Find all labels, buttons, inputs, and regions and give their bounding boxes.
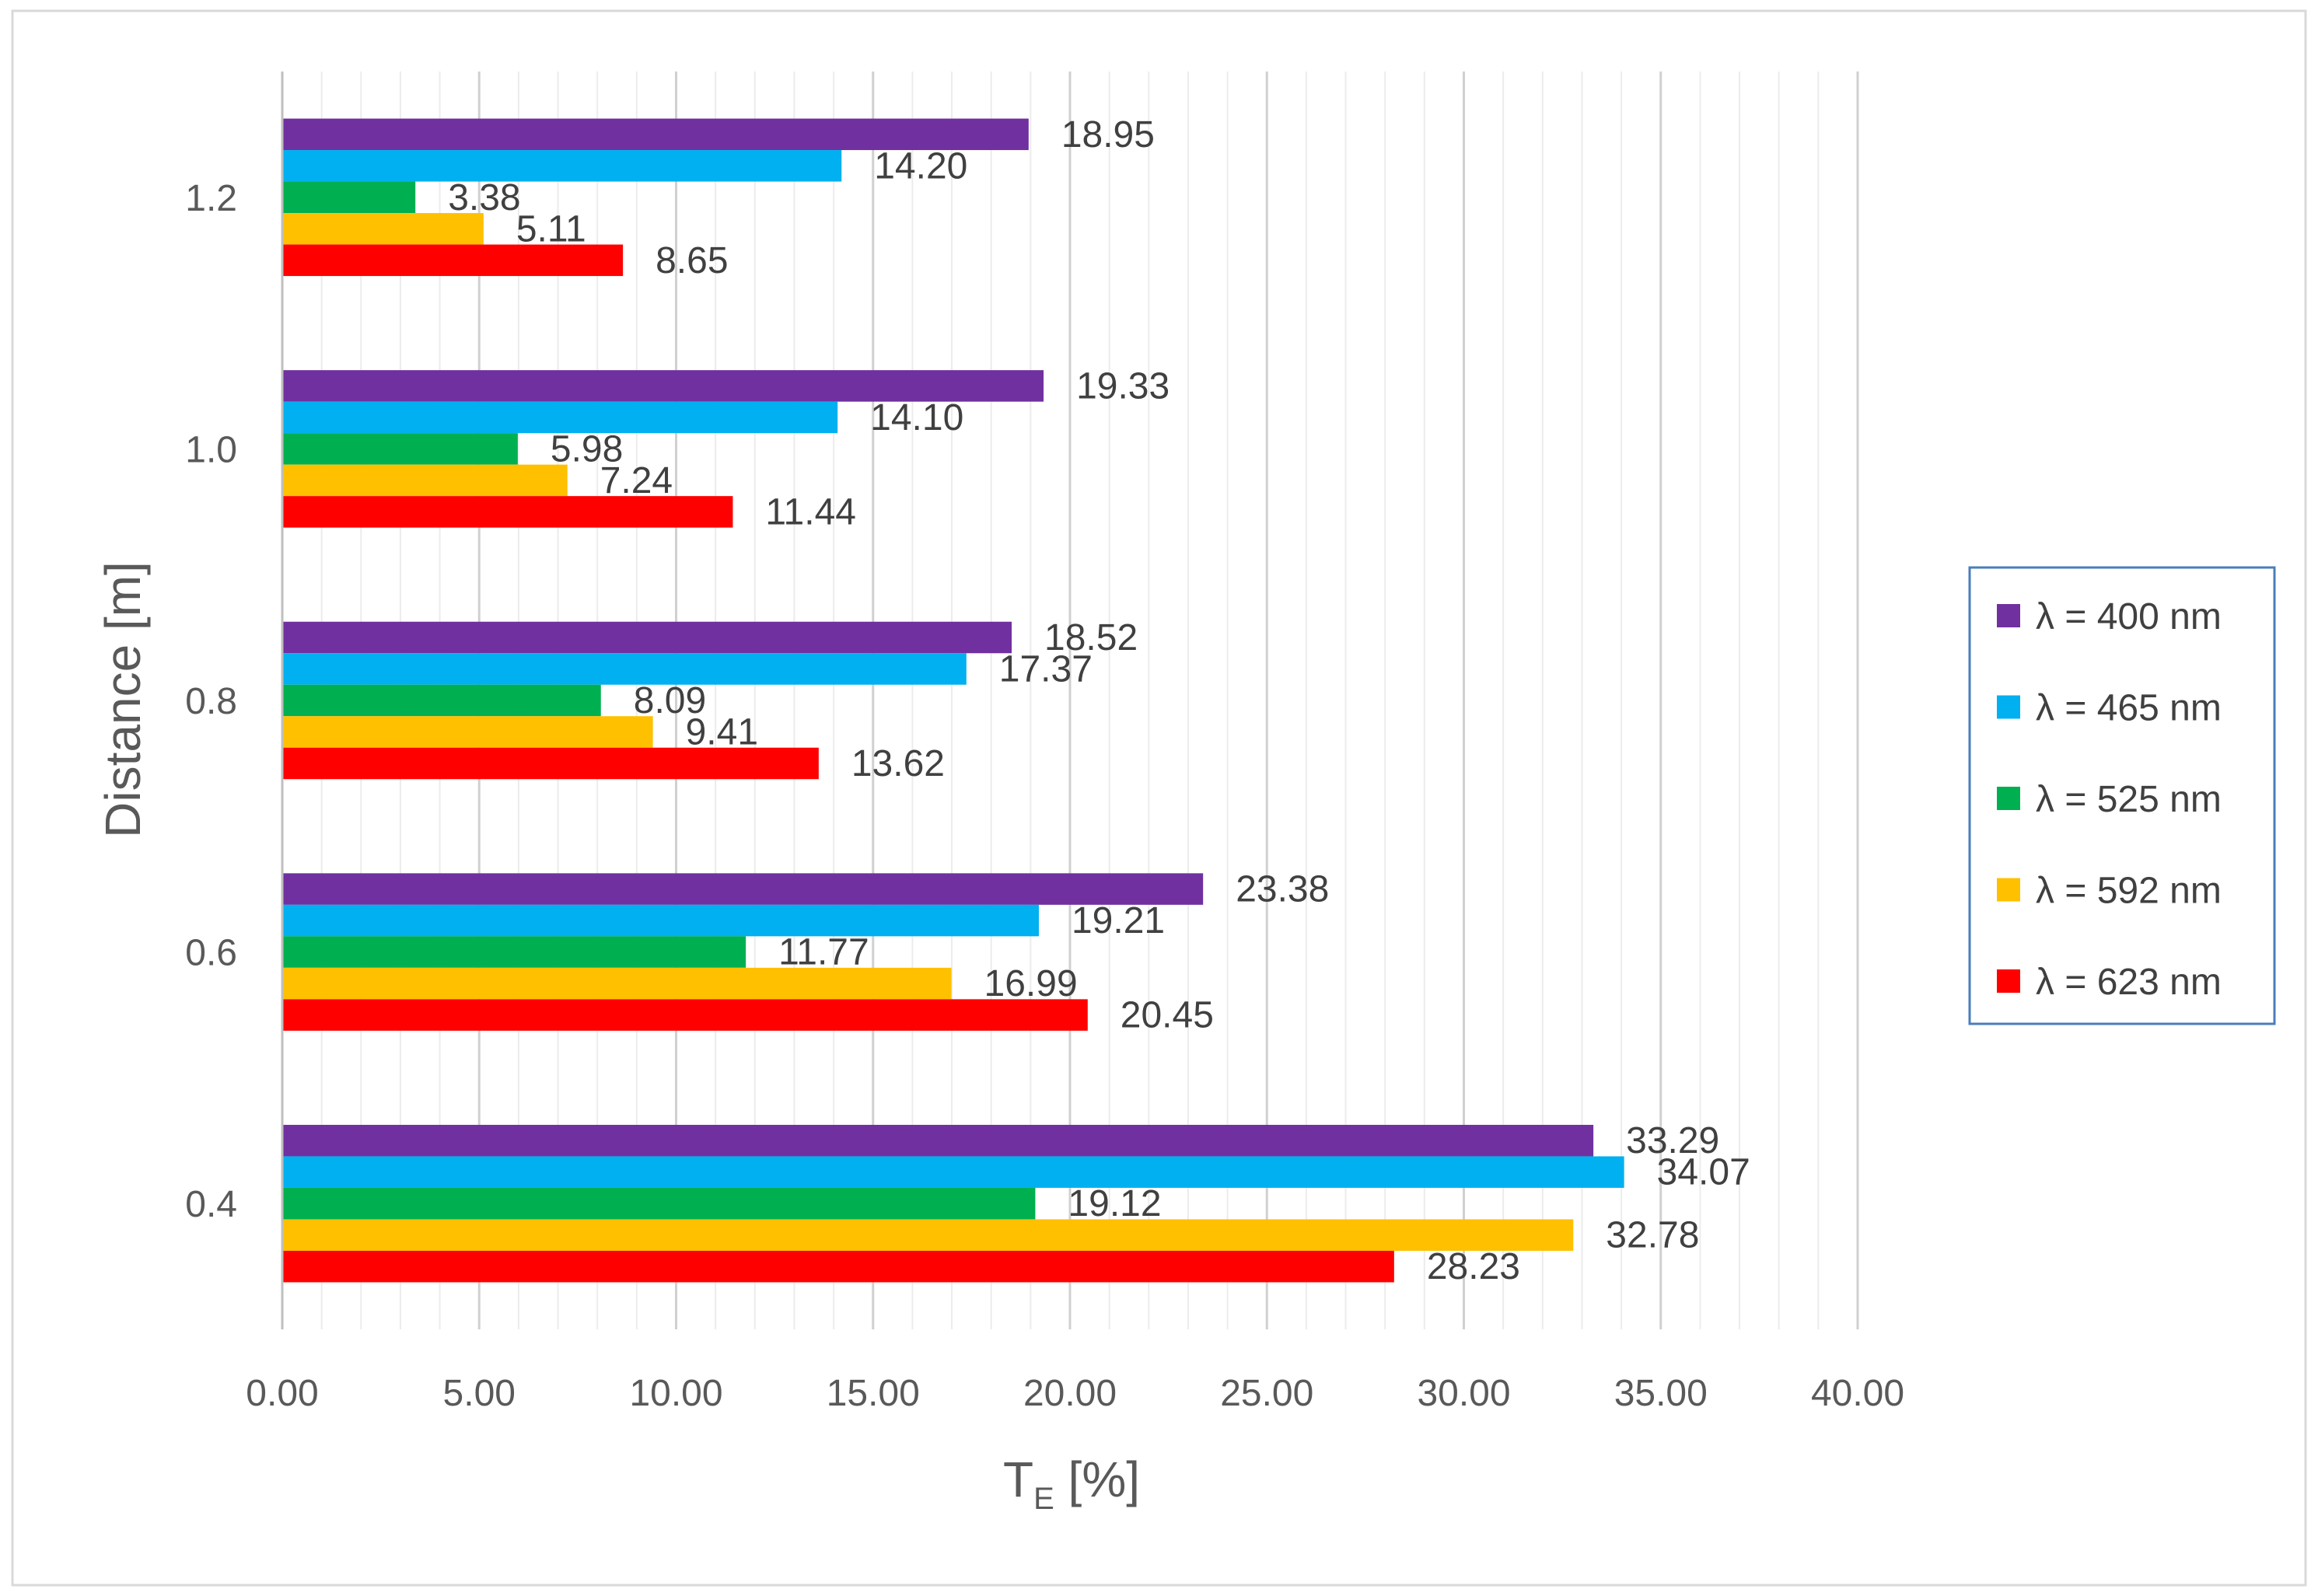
x-axis-title: TE [%] (1003, 1451, 1140, 1516)
bar-0.6-series-1 (282, 873, 1204, 905)
bar-1.2-series-4 (282, 213, 484, 245)
bar-0.4-series-5 (282, 1250, 1394, 1283)
bar-0.4-series-3 (282, 1187, 1036, 1220)
bar-0.8-series-4 (282, 716, 653, 748)
value-label: 19.33 (1076, 365, 1169, 407)
value-label: 9.41 (686, 712, 758, 753)
bar-1.0-series-1 (282, 370, 1044, 402)
legend-label: λ = 623 nm (2036, 962, 2222, 1003)
bar-1.0-series-2 (282, 401, 838, 434)
value-label: 8.09 (634, 680, 706, 721)
x-tick-labels: 0.00 5.00 10.00 15.00 20.00 25.00 30.00 35.00 40… (246, 1373, 1904, 1414)
bar-0.6-series-5 (282, 999, 1088, 1031)
y-axis-title: Distance [m] (95, 561, 151, 838)
legend: λ = 400 nm λ = 465 nm λ = 525 nm λ = 592 nm… (1968, 566, 2276, 1025)
legend-label: λ = 592 nm (2036, 871, 2222, 912)
y-tick-label: 1.0 (185, 429, 237, 470)
bar-0.4-series-2 (282, 1156, 1624, 1188)
y-tick-label: 0.4 (185, 1184, 237, 1225)
legend-swatch (1997, 695, 2020, 719)
bar-0.6-series-4 (282, 967, 952, 1000)
bar-1.2-series-3 (282, 181, 416, 214)
bar-0.8-series-3 (282, 684, 601, 717)
legend-label: λ = 465 nm (2036, 688, 2222, 729)
axis-titles: TE [%] Distance [m] (95, 561, 1140, 1516)
bar-0.8-series-5 (282, 747, 819, 780)
legend-swatch (1997, 787, 2020, 810)
bar-1.2-series-2 (282, 150, 842, 182)
value-label: 33.29 (1626, 1120, 1719, 1161)
value-label: 34.07 (1657, 1152, 1750, 1193)
x-tick-label: 30.00 (1417, 1373, 1510, 1414)
x-tick-label: 35.00 (1614, 1373, 1708, 1414)
value-label: 3.38 (448, 177, 520, 218)
x-tick-label: 5.00 (443, 1373, 516, 1414)
bar-1.2-series-1 (282, 118, 1029, 151)
x-tick-label: 25.00 (1220, 1373, 1313, 1414)
value-label: 19.12 (1068, 1183, 1161, 1224)
value-label: 11.77 (778, 932, 869, 973)
y-tick-label: 1.2 (185, 178, 237, 219)
x-tick-label: 0.00 (246, 1373, 318, 1414)
y-tick-labels: 0.4 0.6 0.8 1.0 1.2 (185, 178, 237, 1225)
value-label: 7.24 (600, 460, 673, 501)
x-tick-label: 20.00 (1023, 1373, 1117, 1414)
bar-0.4-series-1 (282, 1124, 1594, 1157)
value-label: 16.99 (984, 963, 1078, 1004)
bar-1.0-series-4 (282, 464, 568, 497)
legend-label: λ = 525 nm (2036, 779, 2222, 820)
bar-1.0-series-5 (282, 496, 733, 528)
bar-0.8-series-2 (282, 653, 967, 685)
value-label: 14.10 (870, 397, 963, 438)
value-label: 18.95 (1061, 114, 1155, 155)
value-label: 17.37 (999, 649, 1093, 690)
bar-0.6-series-3 (282, 936, 746, 968)
bar-0.6-series-2 (282, 904, 1039, 937)
value-label: 20.45 (1121, 995, 1214, 1036)
x-tick-label: 40.00 (1811, 1373, 1904, 1414)
bar-1.0-series-3 (282, 433, 518, 465)
value-label: 11.44 (765, 491, 856, 533)
value-label: 5.98 (551, 428, 623, 470)
legend-swatch (1997, 604, 2020, 627)
bar-0.8-series-1 (282, 621, 1012, 654)
legend-swatch (1997, 878, 2020, 902)
x-tick-label: 10.00 (629, 1373, 722, 1414)
x-tick-label: 15.00 (827, 1373, 920, 1414)
value-label: 32.78 (1606, 1215, 1699, 1256)
legend-box (1968, 566, 2276, 1025)
value-label: 19.21 (1072, 900, 1165, 941)
bars (281, 72, 1624, 1329)
value-label: 18.52 (1044, 617, 1138, 658)
bar-0.4-series-4 (282, 1219, 1574, 1251)
value-label: 23.38 (1236, 869, 1329, 910)
legend-swatch (1997, 969, 2020, 993)
value-label: 14.20 (874, 145, 967, 187)
value-label: 28.23 (1427, 1246, 1520, 1287)
value-label: 8.65 (656, 240, 728, 281)
bar-1.2-series-5 (282, 244, 624, 277)
y-tick-label: 0.8 (185, 681, 237, 722)
value-label: 13.62 (851, 743, 945, 784)
y-tick-label: 0.6 (185, 933, 237, 974)
value-label: 5.11 (516, 208, 586, 250)
legend-label: λ = 400 nm (2036, 596, 2222, 637)
